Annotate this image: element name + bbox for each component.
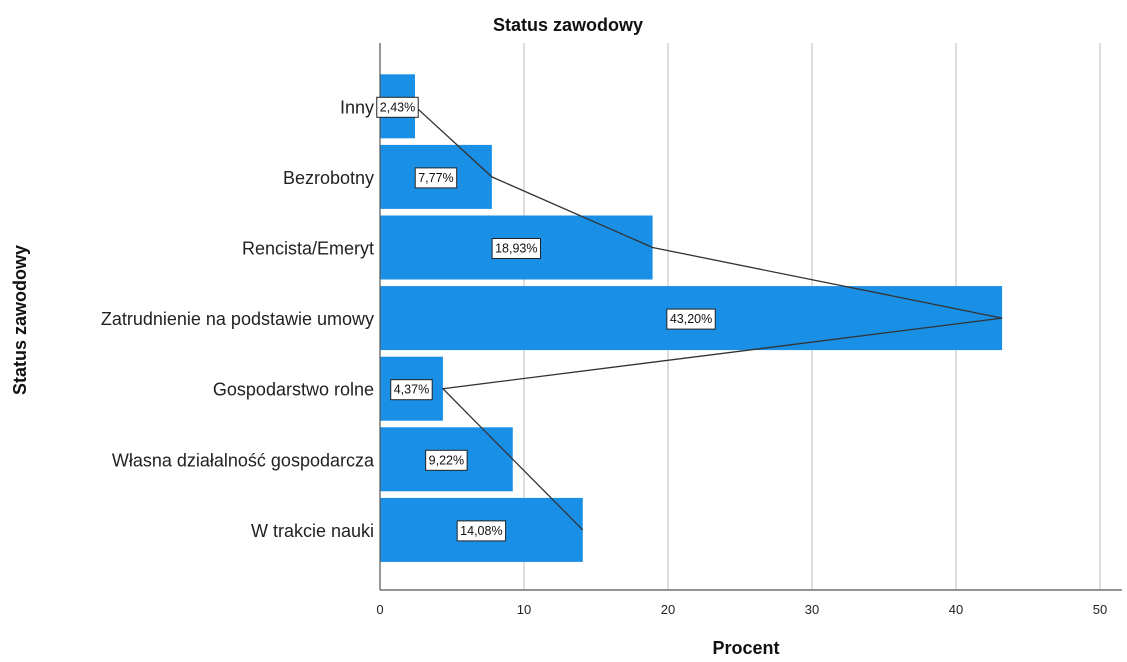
x-tick-label: 0 [376, 602, 383, 617]
data-label-text: 14,08% [460, 524, 502, 538]
x-tick-label: 50 [1093, 602, 1107, 617]
data-label: 14,08% [456, 520, 507, 542]
data-label: 9,22% [425, 449, 468, 471]
data-label-box [390, 379, 433, 401]
axes: 0 10 20 30 40 50 Inny Bezrobotny Rencista/Emeryt… [101, 43, 1122, 617]
data-label-text: 9,22% [429, 453, 464, 467]
data-label: 4,37% [390, 379, 433, 401]
data-label-box [376, 96, 419, 118]
x-tick-label: 20 [661, 602, 675, 617]
y-axis-label: Status zawodowy [10, 245, 30, 395]
data-label-text: 18,93% [495, 242, 537, 256]
x-tick-label: 10 [517, 602, 531, 617]
overlay-line [414, 105, 1003, 531]
y-tick-label: Gospodarstwo rolne [213, 380, 374, 400]
data-label-box [491, 238, 541, 259]
x-axis-label: Procent [712, 638, 779, 657]
data-label-text: 2,43% [380, 100, 415, 114]
data-label: 7,77% [414, 167, 458, 189]
data-labels: 2,43% 7,77% 18,93% 43,20% 4,37% 9,22% 14,08% [376, 96, 716, 542]
y-tick-label: Inny [340, 97, 374, 117]
data-label-box [425, 449, 468, 471]
data-label-text: 4,37% [394, 383, 429, 397]
data-label-text: 43,20% [670, 312, 712, 326]
y-tick-label: Bezrobotny [283, 168, 374, 188]
x-tick-label: 40 [949, 602, 963, 617]
y-tick-label: Zatrudnienie na podstawie umowy [101, 309, 374, 329]
data-label: 43,20% [666, 308, 716, 330]
series-line [414, 105, 1003, 531]
y-tick-label: W trakcie nauki [251, 521, 374, 541]
x-tick-label: 30 [805, 602, 819, 617]
data-label: 18,93% [491, 238, 541, 259]
data-label-box [666, 308, 716, 330]
y-tick-label: Rencista/Emeryt [242, 239, 374, 259]
y-tick-label: Własna działalność gospodarcza [112, 450, 375, 470]
data-label-text: 7,77% [418, 171, 453, 185]
chart-title: Status zawodowy [493, 15, 643, 35]
data-label: 2,43% [376, 96, 419, 118]
data-label-box [456, 520, 507, 542]
data-label-box [414, 167, 458, 189]
